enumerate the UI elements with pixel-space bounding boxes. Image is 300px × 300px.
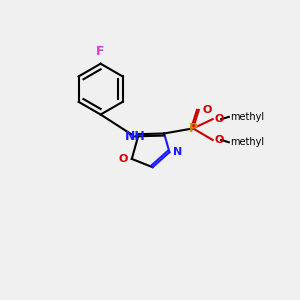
Text: O: O [215, 114, 224, 124]
Text: P: P [188, 122, 198, 135]
Text: O: O [215, 135, 224, 145]
Text: methyl: methyl [230, 112, 264, 122]
Text: O: O [202, 105, 212, 115]
Text: NH: NH [125, 130, 146, 143]
Text: F: F [96, 45, 105, 58]
Text: methyl: methyl [230, 137, 264, 147]
Text: N: N [173, 147, 182, 157]
Text: O: O [119, 154, 128, 164]
